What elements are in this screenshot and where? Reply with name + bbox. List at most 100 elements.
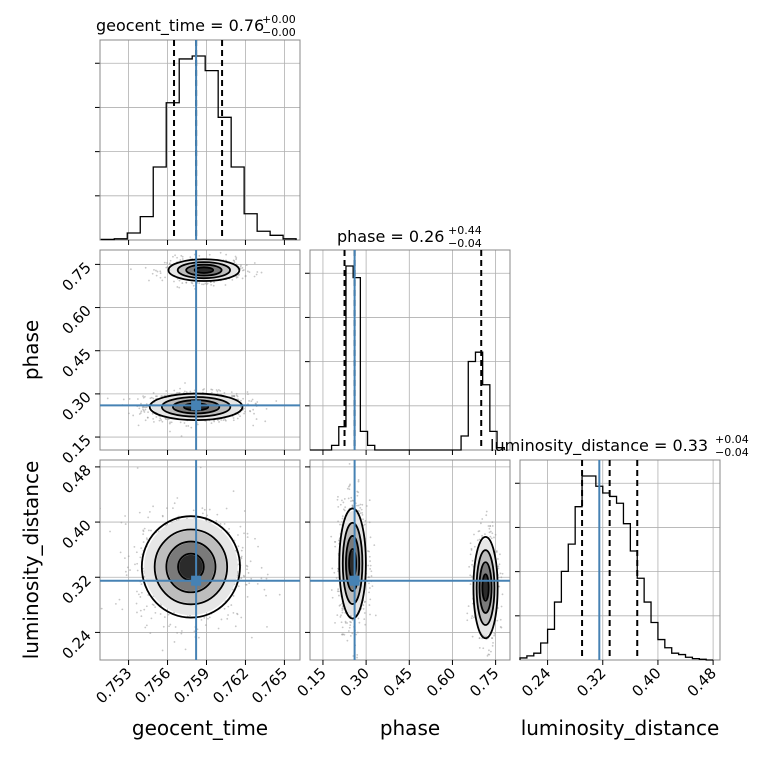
scatter-point [235, 256, 238, 259]
xtick-label-luminosity_distance: 0.48 [684, 664, 720, 700]
scatter-point [351, 499, 354, 502]
joint-panel-geocent_time-phase [99, 249, 301, 451]
scatter-point [344, 620, 347, 623]
scatter-point [265, 594, 267, 597]
scatter-point [478, 637, 481, 640]
scatter-point [330, 535, 333, 538]
scatter-point [482, 665, 484, 667]
scatter-point [227, 605, 230, 608]
scatter-point [146, 538, 149, 541]
scatter-point [150, 396, 153, 399]
scatter-point [163, 616, 166, 618]
scatter-point [242, 397, 244, 400]
scatter-point [226, 617, 229, 620]
scatter-point [184, 382, 186, 384]
scatter-point [471, 559, 474, 562]
ytick-label-phase: 0.60 [58, 302, 94, 338]
scatter-point [356, 654, 359, 656]
scatter-point [481, 534, 483, 537]
density-contour [472, 535, 499, 640]
density-contour [165, 540, 217, 594]
density-contour [167, 258, 241, 282]
scatter-point [253, 412, 255, 415]
scatter-point [225, 253, 228, 256]
scatter-point [140, 615, 143, 618]
scatter-point [246, 532, 249, 535]
scatter-point [256, 271, 259, 273]
scatter-point [192, 509, 195, 512]
scatter-point [488, 527, 491, 530]
scatter-point [185, 281, 188, 284]
scatter-point [499, 618, 502, 621]
scatter-point [137, 398, 139, 400]
ytick-label-luminosity_distance: 0.48 [58, 461, 94, 497]
scatter-point [231, 278, 234, 281]
scatter-point [220, 419, 223, 421]
scatter-point [217, 627, 220, 630]
scatter-point [347, 485, 350, 488]
ytick-label-phase: 0.15 [58, 431, 94, 467]
scatter-point [159, 272, 162, 275]
scatter-point [359, 512, 362, 515]
scatter-point [356, 631, 359, 634]
scatter-point [144, 395, 146, 398]
scatter-point [127, 412, 130, 415]
scatter-point [176, 631, 179, 634]
scatter-point [498, 563, 501, 566]
title-geocent-time-text: geocent_time = 0.76 [96, 16, 264, 36]
scatter-point [234, 255, 237, 258]
scatter-point [120, 521, 123, 524]
scatter-point [173, 502, 176, 505]
scatter-point [369, 587, 371, 589]
scatter-point [348, 626, 351, 629]
scatter-point [168, 625, 170, 628]
scatter-point [469, 553, 472, 556]
scatter-point [232, 611, 235, 614]
scatter-point [250, 636, 253, 639]
ytick-label-phase: 0.30 [58, 388, 94, 424]
scatter-point [243, 532, 245, 535]
scatter-point [213, 281, 215, 284]
scatter-point [225, 419, 227, 422]
scatter-point [139, 556, 142, 559]
scatter-point [358, 621, 361, 624]
scatter-point [151, 412, 154, 415]
scatter-point [492, 641, 494, 644]
joint-scatter [100, 466, 281, 652]
scatter-point [149, 397, 152, 400]
scatter-point [484, 533, 486, 536]
scatter-point [250, 400, 253, 403]
scatter-point [167, 418, 170, 421]
scatter-point [247, 393, 249, 396]
scatter-point [152, 505, 154, 508]
hist-panel-phase [305, 249, 511, 451]
scatter-point [223, 391, 226, 394]
scatter-point [362, 604, 365, 607]
scatter-point [369, 536, 372, 539]
scatter-point [469, 542, 472, 545]
scatter-point [499, 625, 502, 628]
scatter-point [235, 392, 238, 395]
scatter-point [500, 576, 503, 579]
scatter-point [497, 565, 500, 568]
scatter-point [374, 614, 377, 617]
scatter-point [122, 398, 125, 401]
scatter-point [147, 516, 150, 519]
scatter-point [142, 533, 145, 536]
scatter-point [162, 625, 165, 628]
scatter-point [357, 491, 360, 494]
scatter-point [161, 420, 164, 423]
scatter-point [244, 410, 246, 413]
scatter-point [222, 419, 225, 422]
hist-panel-luminosity_distance [515, 459, 721, 661]
scatter-point [363, 612, 366, 614]
scatter-point [264, 420, 267, 423]
title-luminosity-distance: luminosity_distance = 0.33 +0.04 −0.04 [490, 433, 749, 459]
scatter-point [145, 624, 148, 627]
truth-marker [191, 400, 202, 411]
scatter-point [241, 266, 244, 269]
scatter-point [471, 615, 474, 617]
scatter-point [181, 258, 184, 260]
ytick-label-luminosity_distance: 0.40 [58, 516, 94, 552]
xtick-label-luminosity_distance: 0.32 [573, 664, 609, 700]
